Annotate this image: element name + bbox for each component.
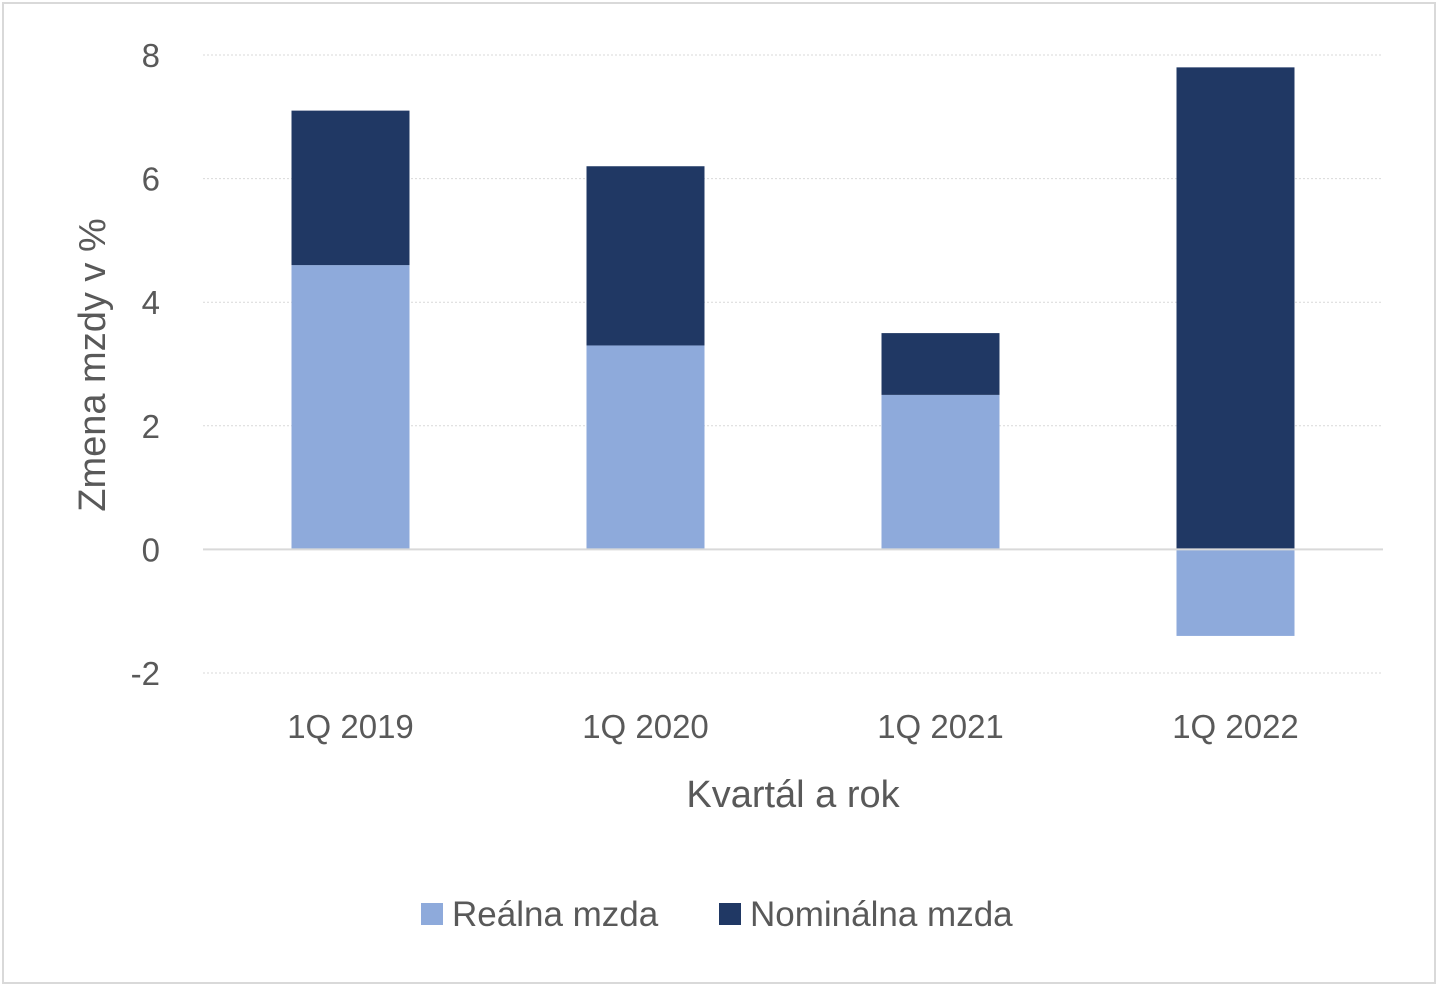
y-tick-label: 2 [142,408,160,445]
y-tick-label: 0 [142,531,160,568]
legend-swatch-nominal [719,903,741,925]
x-tick-label: 1Q 2020 [582,708,709,745]
bar-nominal [586,166,705,346]
bar-real [881,394,1000,550]
bar-real [1176,549,1295,636]
y-tick-labels: -2 0 2 4 6 8 [131,37,160,692]
y-tick-label: 8 [142,37,160,74]
x-axis-title: Kvartál a rok [686,774,900,816]
y-tick-label: -2 [131,655,160,692]
bars [291,67,1295,636]
x-tick-labels: 1Q 2019 1Q 2020 1Q 2021 1Q 2022 [287,708,1299,745]
x-tick-label: 1Q 2022 [1172,708,1299,745]
bar-nominal [1176,67,1295,550]
legend-label-real: Reálna mzda [452,895,659,934]
y-tick-label: 4 [142,284,160,321]
legend: Reálna mzda Nominálna mzda [421,895,1013,934]
bar-nominal [291,110,410,266]
x-tick-label: 1Q 2021 [877,708,1004,745]
y-tick-label: 6 [142,161,160,198]
y-axis-title: Zmena mzdy v % [72,218,114,512]
bar-nominal [881,333,1000,395]
x-tick-label: 1Q 2019 [287,708,414,745]
bar-real [291,265,410,550]
legend-swatch-real [421,903,443,925]
legend-label-nominal: Nominálna mzda [750,895,1013,934]
bar-real [586,345,705,550]
